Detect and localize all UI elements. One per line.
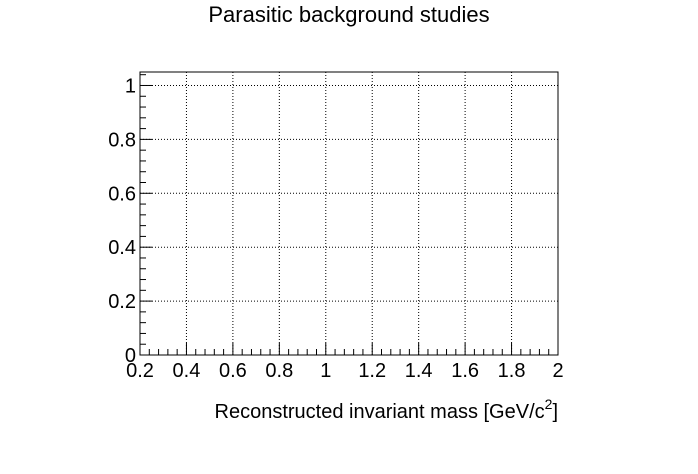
x-tick-label: 0.2 bbox=[126, 360, 154, 382]
y-tick-labels: 0 0.2 0.4 0.6 0.8 1 bbox=[108, 75, 136, 367]
y-tick-label: 0.2 bbox=[108, 291, 136, 313]
grid bbox=[139, 72, 559, 356]
y-tick-label: 1 bbox=[125, 75, 136, 97]
plot-frame bbox=[139, 71, 559, 356]
axis-ticks bbox=[139, 74, 559, 356]
x-tick-labels: 0.2 0.4 0.6 0.8 1 1.2 1.4 1.6 1.8 2 bbox=[126, 360, 563, 382]
x-tick-label: 1.6 bbox=[451, 360, 479, 382]
x-tick-label: 0.6 bbox=[219, 360, 247, 382]
y-tick-label: 0.8 bbox=[108, 129, 136, 151]
x-axis-title-superscript: 2 bbox=[545, 396, 553, 412]
x-tick-label: 1.4 bbox=[405, 360, 433, 382]
x-axis-title: Reconstructed invariant mass [GeV/c2] bbox=[215, 396, 559, 423]
y-tick-label: 0.4 bbox=[108, 237, 136, 259]
x-tick-label: 1.2 bbox=[358, 360, 386, 382]
x-axis-title-main: Reconstructed invariant mass [GeV/c bbox=[215, 401, 545, 423]
x-axis-title-suffix: ] bbox=[552, 401, 558, 423]
y-tick-label: 0.6 bbox=[108, 183, 136, 205]
x-tick-label: 1.8 bbox=[498, 360, 526, 382]
x-tick-label: 0.4 bbox=[173, 360, 201, 382]
x-tick-label: 1 bbox=[320, 360, 331, 382]
y-tick-label: 0 bbox=[125, 345, 136, 367]
chart-title: Parasitic background studies bbox=[208, 2, 489, 27]
x-tick-label: 0.8 bbox=[265, 360, 293, 382]
x-tick-label: 2 bbox=[552, 360, 563, 382]
